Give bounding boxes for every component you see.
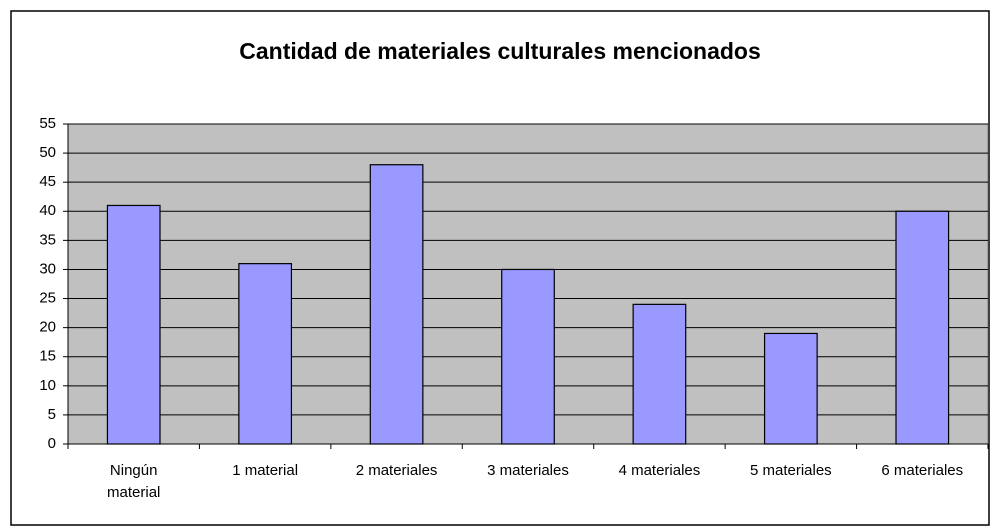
y-tick-label: 15 — [39, 348, 56, 365]
x-tick-label: Ningún material — [107, 462, 161, 501]
y-tick-label: 50 — [39, 144, 56, 161]
bar — [369, 164, 424, 445]
y-tick-label: 5 — [48, 406, 56, 423]
y-tick-label: 35 — [39, 231, 56, 248]
y-tick-label: 20 — [39, 319, 56, 336]
bar — [238, 263, 293, 445]
x-tick-label: 6 materiales — [881, 462, 964, 479]
y-tick-label: 55 — [39, 115, 56, 132]
x-tick-label: 4 materiales — [618, 462, 701, 479]
bar — [895, 210, 950, 445]
bar — [763, 332, 818, 445]
bar — [632, 303, 687, 445]
y-tick-label: 40 — [39, 202, 56, 219]
y-tick-label: 25 — [39, 290, 56, 307]
y-tick-label: 30 — [39, 260, 56, 277]
y-tick-label: 0 — [48, 435, 56, 452]
bar — [106, 204, 161, 445]
x-tick-label: 3 materiales — [487, 462, 569, 479]
y-tick-label: 10 — [39, 377, 56, 394]
x-tick-label: 1 material — [232, 462, 299, 479]
bar — [501, 268, 555, 445]
x-tick-label: 2 materiales — [355, 462, 438, 479]
chart-title: Cantidad de materiales culturales mencio… — [239, 38, 761, 64]
y-tick-label: 45 — [39, 173, 56, 190]
x-tick-label: 5 materiales — [749, 462, 832, 479]
